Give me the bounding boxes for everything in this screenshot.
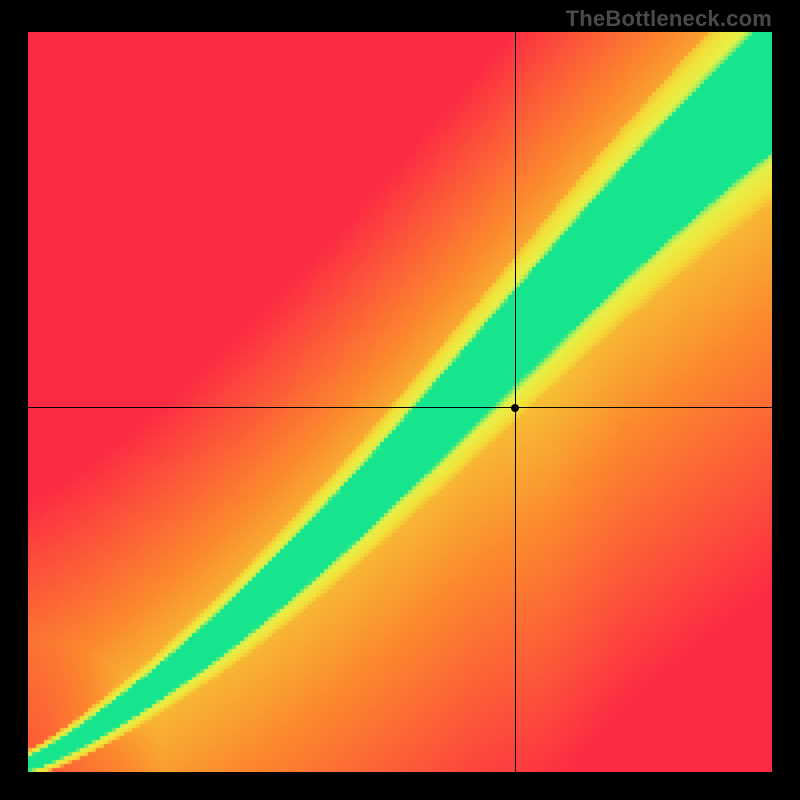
heatmap-canvas bbox=[28, 32, 772, 772]
crosshair-vertical bbox=[515, 32, 516, 772]
crosshair-horizontal bbox=[28, 407, 772, 408]
chart-frame: TheBottleneck.com bbox=[0, 0, 800, 800]
watermark-text: TheBottleneck.com bbox=[566, 6, 772, 32]
